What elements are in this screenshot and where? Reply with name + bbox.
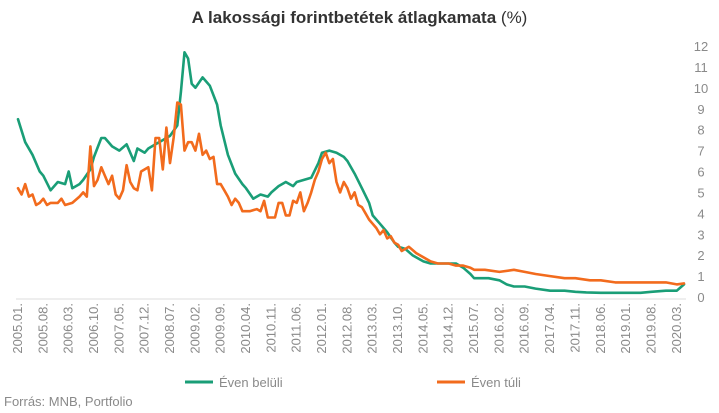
x-tick-label: 2008.07.	[162, 303, 177, 354]
x-axis-ticks: 2005.01. 2005.08. 2006.03. 2006.10. 2007.05.…	[10, 303, 684, 354]
chart-title-text: A lakossági forintbetétek átlagkamata	[191, 8, 497, 27]
chart-title: A lakossági forintbetétek átlagkamata (%…	[0, 8, 719, 28]
x-tick-label: 2019.01.	[618, 303, 633, 354]
y-tick-label: 1	[697, 269, 704, 284]
x-tick-label: 2005.08.	[35, 303, 50, 354]
source-note: Forrás: MNB, Portfolio	[4, 394, 133, 409]
x-tick-label: 2010.04.	[238, 303, 253, 354]
x-tick-label: 2005.01.	[10, 303, 25, 354]
x-tick-label: 2011.06.	[289, 303, 304, 353]
x-tick-label: 2012.08.	[339, 303, 354, 354]
legend: Éven belüli Éven túli	[185, 375, 521, 390]
x-tick-label: 2016.02.	[491, 303, 506, 354]
y-tick-label: 0	[697, 290, 704, 305]
legend-label-1: Éven túli	[471, 375, 521, 390]
y-tick-label: 2	[697, 248, 704, 263]
x-tick-label: 2017.11.	[567, 303, 582, 353]
series-line-1	[16, 101, 686, 286]
series-line-0	[16, 50, 686, 295]
x-tick-label: 2013.10.	[390, 303, 405, 354]
y-tick-label: 12	[694, 39, 708, 54]
x-tick-label: 2007.12.	[137, 303, 152, 354]
x-tick-label: 2006.03.	[61, 303, 76, 354]
series-lines	[16, 50, 686, 295]
x-tick-label: 2014.05.	[415, 303, 430, 354]
x-tick-label: 2020.03.	[669, 303, 684, 354]
x-tick-label: 2009.02.	[187, 303, 202, 354]
y-tick-label: 11	[694, 60, 708, 75]
y-tick-label: 9	[697, 102, 704, 117]
chart-title-unit: (%)	[500, 8, 528, 27]
y-tick-label: 6	[697, 165, 704, 180]
x-tick-label: 2010.11.	[263, 303, 278, 353]
y-tick-label: 7	[697, 144, 704, 159]
x-tick-label: 2009.09.	[213, 303, 228, 354]
y-tick-label: 4	[697, 206, 704, 221]
x-tick-label: 2017.04.	[542, 303, 557, 354]
x-tick-label: 2012.01.	[314, 303, 329, 354]
x-tick-label: 2013.03.	[365, 303, 380, 354]
x-tick-label: 2018.06.	[593, 303, 608, 354]
x-tick-label: 2007.05.	[111, 303, 126, 354]
x-tick-label: 2014.12.	[441, 303, 456, 354]
x-tick-label: 2006.10.	[86, 303, 101, 354]
y-tick-label: 10	[694, 81, 708, 96]
legend-label-0: Éven belüli	[219, 375, 283, 390]
y-tick-label: 3	[697, 227, 704, 242]
x-tick-label: 2016.09.	[517, 303, 532, 354]
x-tick-label: 2019.08.	[643, 303, 658, 354]
y-tick-label: 5	[697, 185, 704, 200]
x-tick-label: 2015.07.	[466, 303, 481, 354]
y-tick-label: 8	[697, 123, 704, 138]
